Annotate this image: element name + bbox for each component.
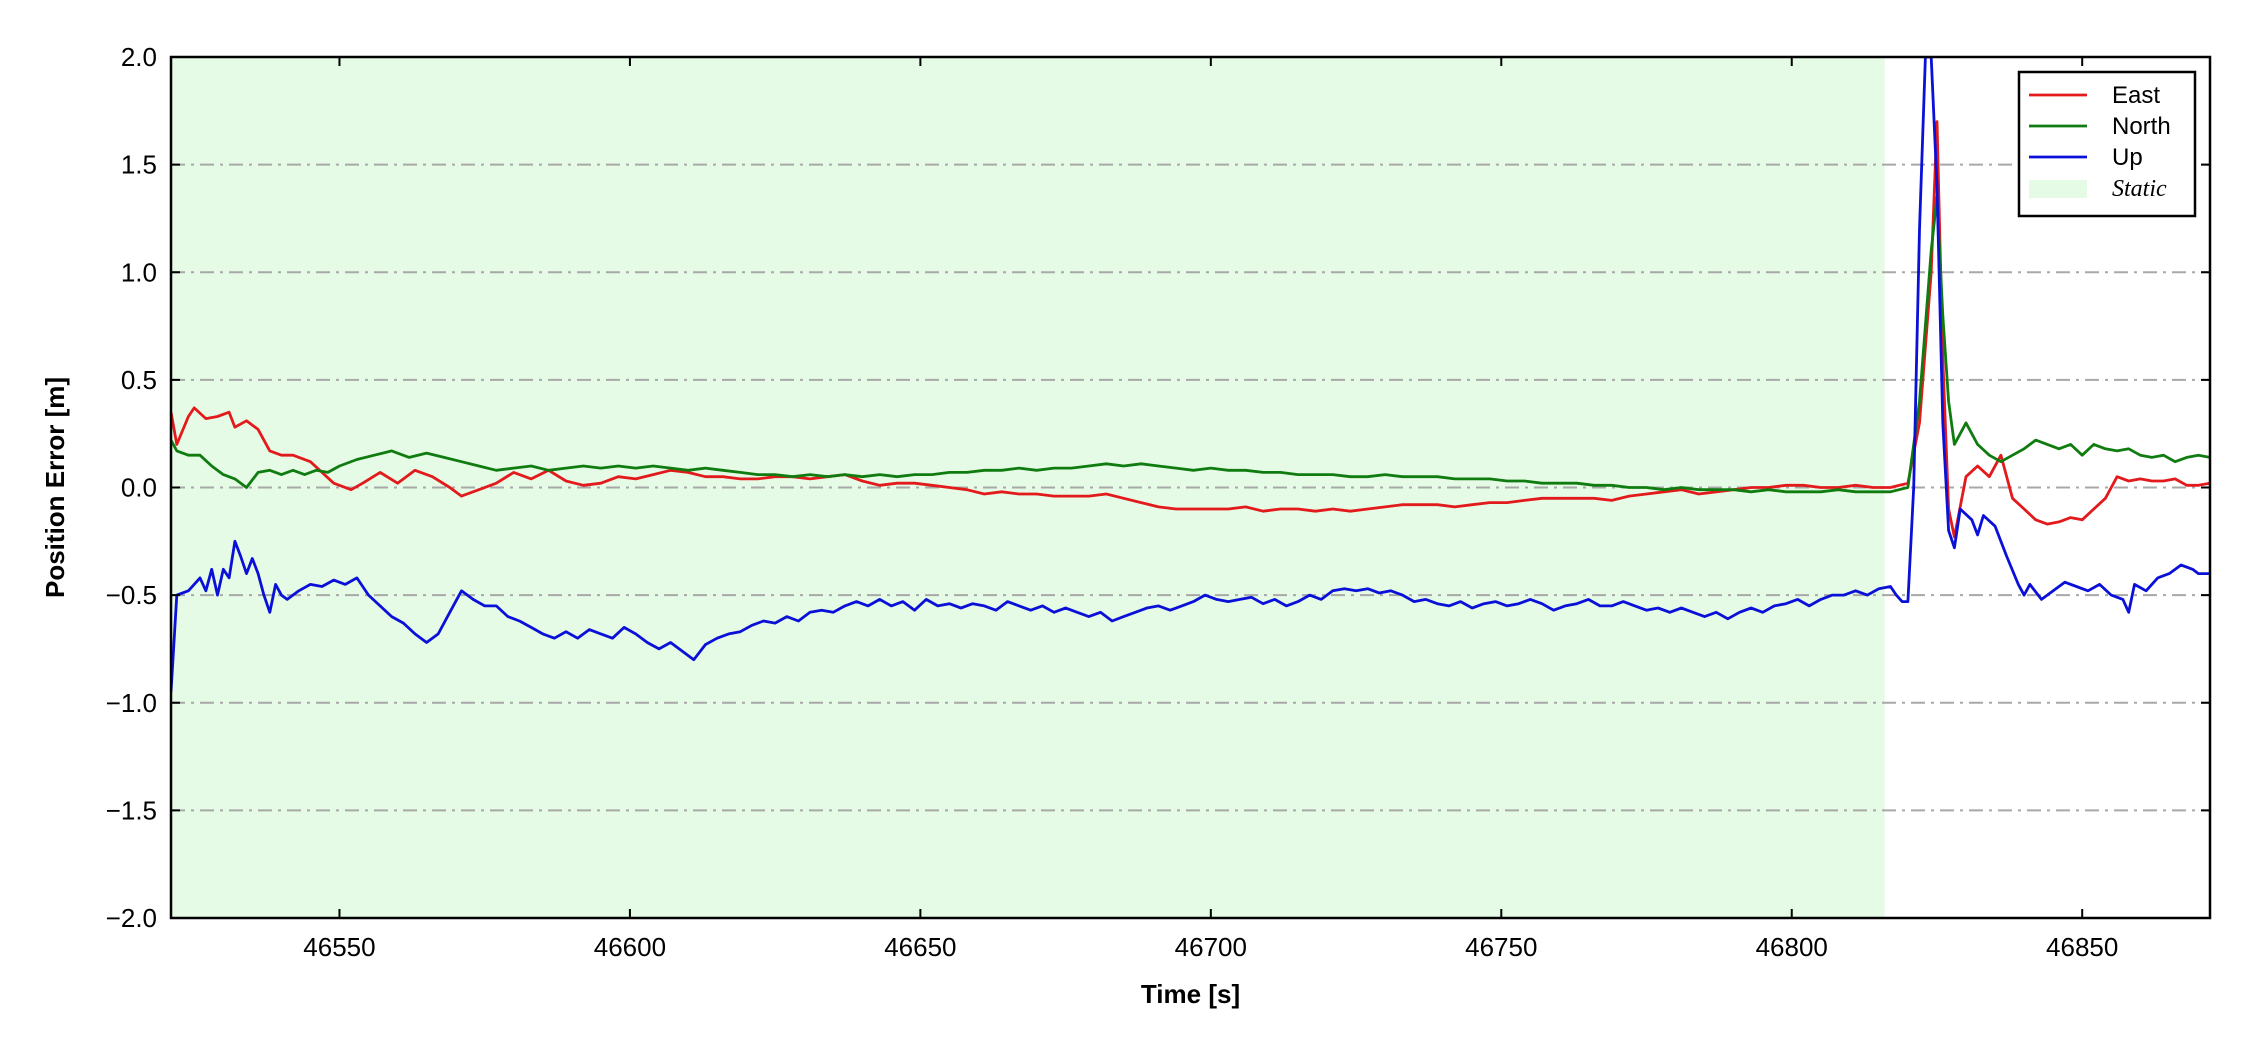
- grid-lines: [171, 163, 2210, 812]
- legend-label-static: Static: [2112, 176, 2167, 202]
- series-lines: [171, 57, 2210, 693]
- x-tick-label: 46850: [2046, 932, 2118, 962]
- y-tick-label: 0.5: [121, 365, 157, 395]
- y-tick-label: 1.5: [121, 150, 157, 180]
- x-tick-label: 46700: [1175, 932, 1247, 962]
- x-axis-title: Time [s]: [1141, 979, 1240, 1009]
- x-tick-label: 46650: [884, 932, 956, 962]
- y-tick-label: −1.5: [106, 795, 157, 825]
- x-tick-label: 46750: [1465, 932, 1537, 962]
- y-tick-label: 2.0: [121, 42, 157, 72]
- x-tick-label: 46800: [1756, 932, 1828, 962]
- series-line-north: [171, 195, 2210, 494]
- series-line-up: [171, 57, 2210, 693]
- x-tick-label: 46600: [594, 932, 666, 962]
- y-tick-label: −2.0: [106, 903, 157, 933]
- y-tick-label: 0.0: [121, 473, 157, 503]
- series-line-east: [171, 120, 2210, 539]
- legend-swatch-static: [2029, 180, 2087, 198]
- y-tick-label: −1.0: [106, 688, 157, 718]
- legend-label-up: Up: [2112, 144, 2143, 171]
- y-axis-title: Position Error [m]: [40, 377, 70, 598]
- axis-ticks: 46550 46600 46650 46700 46750 46800 46850 2.0 1.…: [106, 42, 2210, 962]
- y-tick-label: −0.5: [106, 580, 157, 610]
- y-tick-label: 1.0: [121, 257, 157, 287]
- legend-label-north: North: [2112, 113, 2171, 140]
- legend-label-east: East: [2112, 82, 2160, 109]
- legend: East North Up Static: [2017, 70, 2197, 218]
- x-tick-label: 46550: [303, 932, 375, 962]
